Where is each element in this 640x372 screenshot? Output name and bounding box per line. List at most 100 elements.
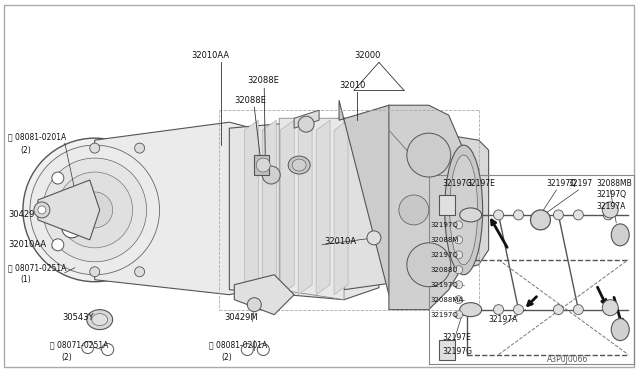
Text: 32197Q: 32197Q bbox=[547, 179, 577, 187]
Text: 32010AA: 32010AA bbox=[8, 240, 46, 249]
Text: 32197: 32197 bbox=[568, 179, 593, 187]
Circle shape bbox=[134, 143, 145, 153]
Circle shape bbox=[604, 305, 613, 315]
Text: (1): (1) bbox=[20, 275, 31, 284]
Polygon shape bbox=[254, 155, 269, 175]
Polygon shape bbox=[339, 100, 429, 310]
Circle shape bbox=[52, 172, 64, 184]
Circle shape bbox=[57, 172, 132, 248]
Circle shape bbox=[247, 298, 261, 312]
Circle shape bbox=[102, 344, 114, 356]
Ellipse shape bbox=[460, 303, 482, 317]
Circle shape bbox=[367, 231, 381, 245]
Text: A3P0J0066: A3P0J0066 bbox=[547, 355, 588, 364]
Circle shape bbox=[256, 158, 270, 172]
Circle shape bbox=[554, 305, 563, 315]
Circle shape bbox=[134, 267, 145, 277]
Text: 32000: 32000 bbox=[354, 51, 380, 60]
Text: Ⓑ 08081-0201A: Ⓑ 08081-0201A bbox=[209, 340, 268, 349]
Text: 32197E: 32197E bbox=[443, 333, 472, 342]
Text: 30543Y: 30543Y bbox=[62, 313, 93, 322]
Circle shape bbox=[82, 341, 93, 353]
Polygon shape bbox=[334, 120, 348, 295]
Text: 32088MB: 32088MB bbox=[596, 179, 632, 187]
Text: Ⓑ 08071-0251A: Ⓑ 08071-0251A bbox=[8, 263, 67, 272]
Ellipse shape bbox=[611, 224, 629, 246]
Ellipse shape bbox=[87, 310, 113, 330]
Polygon shape bbox=[316, 120, 330, 295]
Ellipse shape bbox=[292, 159, 306, 171]
Text: (2): (2) bbox=[221, 353, 232, 362]
Circle shape bbox=[513, 305, 524, 315]
Text: 32197Q: 32197Q bbox=[596, 190, 627, 199]
Circle shape bbox=[573, 305, 583, 315]
Text: 30429: 30429 bbox=[8, 211, 35, 219]
Text: 32197A: 32197A bbox=[596, 202, 626, 211]
Circle shape bbox=[30, 145, 159, 275]
Ellipse shape bbox=[92, 314, 108, 326]
Polygon shape bbox=[389, 105, 464, 310]
Text: 30429M: 30429M bbox=[225, 313, 258, 322]
Polygon shape bbox=[298, 120, 312, 295]
Text: 32010: 32010 bbox=[339, 81, 365, 90]
Circle shape bbox=[262, 166, 280, 184]
Ellipse shape bbox=[531, 210, 550, 230]
Ellipse shape bbox=[450, 155, 477, 265]
Circle shape bbox=[62, 218, 82, 238]
Polygon shape bbox=[294, 110, 319, 128]
Circle shape bbox=[602, 300, 618, 315]
Polygon shape bbox=[429, 132, 488, 278]
Circle shape bbox=[298, 116, 314, 132]
Polygon shape bbox=[234, 275, 294, 315]
Circle shape bbox=[23, 138, 166, 282]
Text: 32088U: 32088U bbox=[431, 267, 458, 273]
Polygon shape bbox=[229, 118, 379, 300]
Polygon shape bbox=[279, 118, 344, 300]
Circle shape bbox=[454, 281, 463, 289]
Polygon shape bbox=[262, 120, 276, 295]
Polygon shape bbox=[38, 180, 100, 240]
Polygon shape bbox=[95, 122, 279, 295]
Bar bbox=[439, 340, 454, 359]
Circle shape bbox=[399, 195, 429, 225]
Circle shape bbox=[573, 210, 583, 220]
Circle shape bbox=[77, 192, 113, 228]
Circle shape bbox=[493, 210, 504, 220]
Text: 32088E: 32088E bbox=[234, 96, 266, 105]
Circle shape bbox=[257, 344, 269, 356]
Circle shape bbox=[90, 143, 100, 153]
Circle shape bbox=[90, 267, 100, 277]
Circle shape bbox=[493, 305, 504, 315]
Circle shape bbox=[454, 296, 463, 304]
Ellipse shape bbox=[288, 156, 310, 174]
Text: 32197G: 32197G bbox=[443, 347, 473, 356]
Text: 32197E: 32197E bbox=[467, 179, 495, 187]
Text: 32197G: 32197G bbox=[443, 179, 473, 187]
Text: 32010AA: 32010AA bbox=[191, 51, 230, 60]
Circle shape bbox=[604, 210, 613, 220]
Polygon shape bbox=[280, 120, 294, 295]
Polygon shape bbox=[344, 118, 439, 290]
Circle shape bbox=[554, 210, 563, 220]
Circle shape bbox=[407, 243, 451, 287]
Ellipse shape bbox=[611, 319, 629, 340]
Ellipse shape bbox=[460, 208, 482, 222]
Ellipse shape bbox=[445, 145, 483, 275]
Circle shape bbox=[454, 221, 463, 229]
Text: 32010A: 32010A bbox=[324, 237, 356, 246]
Circle shape bbox=[602, 202, 618, 218]
Circle shape bbox=[407, 133, 451, 177]
Text: 32088MA: 32088MA bbox=[431, 297, 464, 303]
Text: 32088E: 32088E bbox=[247, 76, 279, 85]
Text: 32197A: 32197A bbox=[488, 315, 518, 324]
Circle shape bbox=[454, 236, 463, 244]
Circle shape bbox=[454, 311, 463, 319]
Text: 32197Q: 32197Q bbox=[431, 222, 458, 228]
Text: 32197Q: 32197Q bbox=[431, 252, 458, 258]
Text: Ⓑ 08081-0201A: Ⓑ 08081-0201A bbox=[8, 133, 66, 142]
Circle shape bbox=[454, 266, 463, 274]
Text: 32197Q: 32197Q bbox=[431, 282, 458, 288]
Text: (2): (2) bbox=[62, 353, 72, 362]
Circle shape bbox=[34, 202, 50, 218]
Circle shape bbox=[43, 158, 147, 262]
